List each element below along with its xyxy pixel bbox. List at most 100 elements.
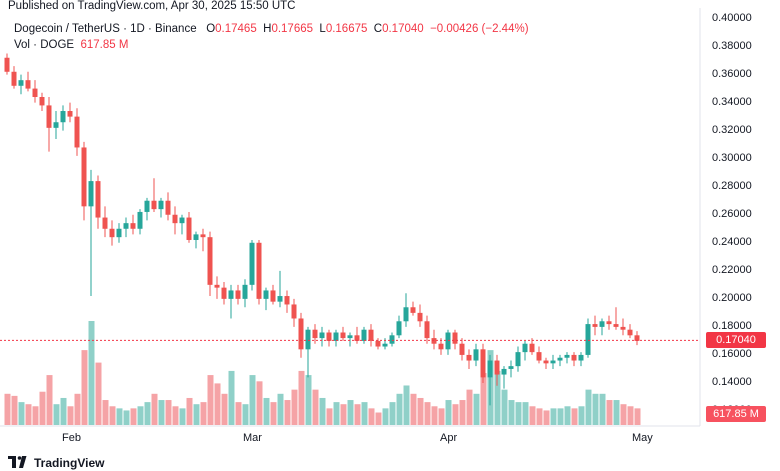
candle-body	[207, 237, 213, 285]
price-tick-label: 0.40000	[712, 11, 752, 24]
candle-body	[256, 242, 262, 299]
candle-body	[361, 329, 367, 341]
candle-body	[354, 335, 360, 341]
candle-body	[109, 228, 115, 238]
tradingview-brand[interactable]: TradingView	[8, 456, 104, 471]
candle-body	[382, 343, 388, 347]
candle-body	[312, 329, 318, 339]
volume-bar	[151, 393, 158, 425]
volume-bar	[403, 385, 410, 425]
candle-body	[410, 307, 416, 313]
candle-body	[389, 335, 395, 344]
volume-bar	[298, 370, 305, 425]
volume-label[interactable]: Vol · DOGE	[14, 39, 75, 51]
volume-bar	[165, 400, 172, 425]
candle-body	[46, 105, 52, 128]
volume-bar	[480, 373, 487, 425]
candle-body	[466, 354, 472, 361]
volume-bar	[312, 389, 319, 425]
volume-bar	[242, 404, 249, 425]
candle-body	[18, 80, 24, 86]
candle-body	[277, 296, 283, 302]
candle-body	[522, 343, 528, 353]
volume-bar	[543, 410, 550, 425]
volume-bar	[158, 400, 165, 425]
time-tick-label: Apr	[440, 432, 458, 444]
candle-body	[193, 234, 199, 240]
tradingview-logo-icon	[8, 456, 30, 471]
symbol-title[interactable]: Dogecoin / TetherUS · 1D · Binance	[14, 23, 197, 35]
low-value: 0.16675	[325, 23, 368, 35]
candle-body	[74, 116, 80, 148]
candle-body	[200, 234, 206, 238]
candle-body	[340, 332, 346, 339]
volume-bar	[144, 402, 151, 425]
price-tick-label: 0.22000	[712, 263, 752, 276]
candle-body	[319, 332, 325, 339]
volume-bar	[599, 393, 606, 425]
candle-body	[221, 287, 227, 299]
candle-body	[501, 368, 507, 375]
volume-bar	[74, 393, 81, 425]
candle-body	[627, 329, 633, 336]
volume-bar	[277, 393, 284, 425]
candle-body	[263, 290, 269, 299]
candle-body	[326, 332, 332, 341]
volume-bar	[4, 393, 11, 425]
volume-bar	[305, 375, 312, 425]
price-tick-label: 0.36000	[712, 67, 752, 80]
candle-body	[473, 349, 479, 361]
candle-body	[599, 321, 605, 327]
volume-bar	[11, 395, 18, 425]
candle-body	[151, 200, 157, 210]
volume-bar	[445, 400, 452, 425]
candle-body	[123, 223, 129, 229]
volume-bar	[172, 406, 179, 425]
volume-bar	[620, 404, 627, 425]
volume-bar	[340, 404, 347, 425]
candle-body	[32, 88, 38, 97]
candle-body	[585, 324, 591, 355]
candle-body	[298, 318, 304, 350]
candle-body	[102, 217, 108, 229]
volume-bar	[263, 397, 270, 425]
candle-body	[487, 360, 493, 378]
volume-bar	[53, 404, 60, 425]
volume-bar	[214, 383, 221, 425]
candle-body	[60, 111, 66, 123]
volume-legend: Vol · DOGE 617.85 M	[14, 39, 128, 51]
volume-bar	[25, 404, 32, 425]
volume-bar	[585, 389, 592, 425]
volume-bar	[291, 389, 298, 425]
open-value: 0.17465	[215, 23, 257, 35]
price-tick-label: 0.34000	[712, 95, 752, 108]
volume-bar	[270, 402, 277, 425]
candle-body	[4, 57, 10, 72]
candle-body	[613, 324, 619, 327]
candle-body	[578, 354, 584, 361]
candle-body	[144, 200, 150, 212]
candle-body	[25, 80, 31, 89]
volume-bar	[32, 406, 39, 425]
volume-bar	[564, 406, 571, 425]
price-tick-label: 0.30000	[712, 151, 752, 164]
volume-bar	[501, 389, 508, 425]
candle-body	[228, 290, 234, 299]
volume-bar	[207, 375, 214, 425]
candle-body	[249, 242, 255, 285]
candle-body	[291, 304, 297, 319]
candle-body	[368, 329, 374, 341]
price-tick-label: 0.16000	[712, 347, 752, 360]
volume-bar	[438, 408, 445, 425]
candle-body	[529, 343, 535, 353]
volume-bar	[473, 393, 480, 425]
candle-body	[417, 312, 423, 322]
volume-bar	[361, 402, 368, 425]
time-tick-label: Mar	[243, 432, 262, 444]
candle-body	[424, 321, 430, 339]
volume-bar	[249, 375, 256, 425]
volume-bar	[326, 408, 333, 425]
volume-bar	[284, 400, 291, 425]
candle-body	[494, 360, 500, 375]
